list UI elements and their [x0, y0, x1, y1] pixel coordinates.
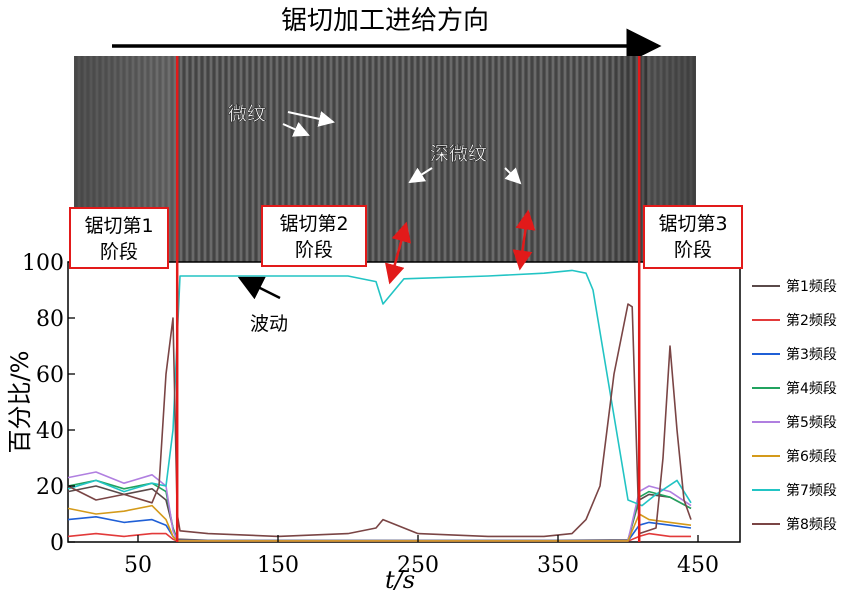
x-tick-label-350: 350 — [537, 553, 579, 578]
legend-label-5: 第5频段 — [786, 414, 837, 431]
legend-label-6: 第6频段 — [786, 448, 837, 465]
deep-texture-link-1 — [385, 221, 411, 285]
legend-label-1: 第1频段 — [786, 278, 837, 295]
deep-texture-label: 深微纹 — [430, 143, 487, 165]
axis-layer: 50 150 250 350 450 0 20 40 60 80 100 — [22, 251, 719, 578]
stage-3-line1: 锯切第3 — [658, 213, 727, 235]
stage-label-1: 锯切第1 阶段 — [69, 207, 169, 269]
feed-direction-label: 锯切加工进给方向 — [281, 6, 489, 36]
stage-3-line2: 阶段 — [674, 239, 712, 261]
stage-1-line1: 锯切第1 — [84, 215, 153, 237]
micro-texture-label: 微纹 — [228, 103, 266, 125]
x-tick-label-250: 250 — [397, 553, 439, 578]
y-tick-label-60: 60 — [36, 363, 64, 388]
y-axis-title: 百分比/% — [6, 351, 34, 454]
x-tick-label-450: 450 — [677, 553, 719, 578]
legend-label-3: 第3频段 — [786, 346, 837, 363]
y-tick-label-40: 40 — [36, 419, 64, 444]
stage-label-2: 锯切第2 阶段 — [261, 205, 367, 267]
legend-label-8: 第8频段 — [786, 516, 837, 533]
legend-label-7: 第7频段 — [786, 482, 837, 499]
stage-label-3: 锯切第3 阶段 — [643, 205, 743, 269]
deep-arrow-2 — [504, 167, 522, 185]
deep-texture-link-2 — [512, 209, 536, 271]
stage-1-line2: 阶段 — [100, 241, 138, 263]
y-tick-label-80: 80 — [36, 307, 64, 332]
stage-2-line2: 阶段 — [295, 239, 333, 261]
y-tick-label-0: 0 — [50, 531, 64, 556]
micro-arrow-1 — [287, 111, 335, 127]
legend-label-4: 第4频段 — [786, 380, 837, 397]
fluctuation-arrow — [237, 276, 281, 300]
micro-arrow-2 — [282, 122, 310, 137]
y-tick-label-100: 100 — [22, 251, 64, 276]
legend-label-2: 第2频段 — [786, 312, 837, 329]
deep-arrow-1 — [408, 167, 433, 184]
x-tick-label-50: 50 — [124, 553, 152, 578]
fluctuation-label: 波动 — [250, 313, 288, 335]
stage-2-line1: 锯切第2 — [279, 213, 348, 235]
y-tick-label-20: 20 — [36, 475, 64, 500]
x-tick-label-150: 150 — [257, 553, 299, 578]
x-axis-title: t/s — [385, 566, 415, 591]
series-line-8 — [67, 303, 692, 538]
